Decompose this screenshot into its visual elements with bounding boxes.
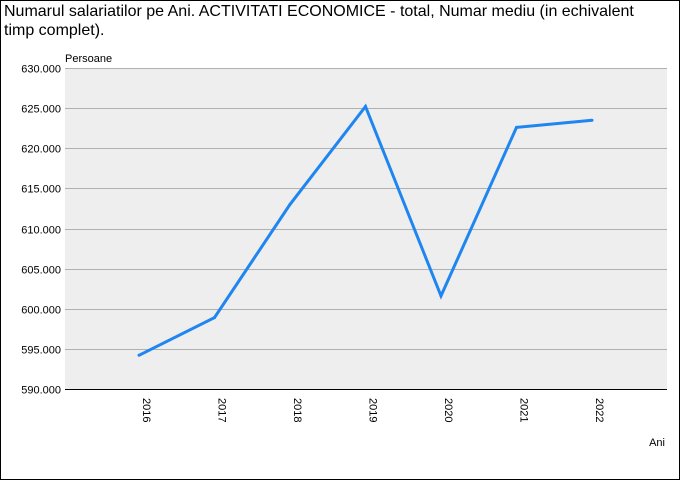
y-tick-label: 610.000	[21, 225, 61, 237]
y-tick-label: 600.000	[21, 305, 61, 317]
x-tick-label: 2017	[216, 398, 228, 422]
x-tick-label: 2021	[518, 398, 530, 422]
x-tick-label: 2020	[442, 398, 454, 422]
y-tick-label: 625.000	[21, 104, 61, 116]
x-tick-labels: 2016 2017 2018 2019 2020 2021 2022	[140, 398, 605, 422]
y-tick-label: 615.000	[21, 184, 61, 196]
x-axis-label: Ani	[649, 437, 665, 449]
series-group	[137, 103, 594, 357]
chart-title: Numarul salariatilor pe Ani. ACTIVITATI …	[4, 3, 634, 39]
gridlines	[65, 68, 667, 390]
x-tick-label: 2019	[367, 398, 379, 422]
x-tick-label: 2018	[291, 398, 303, 422]
y-tick-label: 605.000	[21, 265, 61, 277]
y-tick-label: 590.000	[21, 385, 61, 397]
data-point-2021	[515, 125, 518, 129]
data-point-2022	[590, 118, 594, 122]
data-point-2019	[364, 105, 367, 108]
data-point-2018	[288, 202, 292, 206]
data-point-2020	[439, 294, 443, 298]
x-tick-label: 2016	[140, 398, 152, 422]
data-point-2016	[137, 353, 141, 357]
plot-area	[65, 68, 667, 389]
y-tick-label: 620.000	[21, 144, 61, 156]
data-point-2017	[213, 316, 216, 320]
y-tick-label: 630.000	[21, 64, 61, 76]
y-tick-labels: 590.000 595.000 600.000 605.000 610.000 615.0…	[21, 64, 61, 397]
y-axis-label: Persoane	[65, 53, 113, 65]
y-tick-label: 595.000	[21, 345, 61, 357]
x-tick-label: 2022	[593, 398, 605, 422]
